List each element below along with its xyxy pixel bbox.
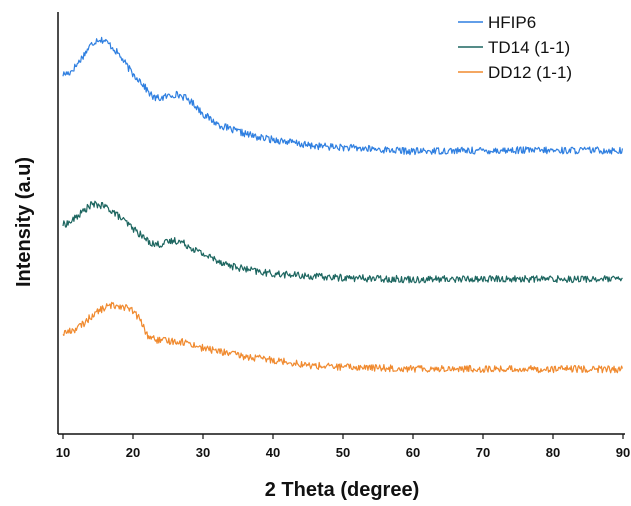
x-tick-label: 10 (56, 445, 70, 460)
legend-label: HFIP6 (488, 13, 536, 32)
legend: HFIP6 TD14 (1-1) DD12 (1-1) (458, 13, 572, 82)
plot-area (62, 36, 624, 374)
x-tick-label: 90 (616, 445, 630, 460)
legend-label: DD12 (1-1) (488, 63, 572, 82)
series-line-hfip6 (62, 36, 624, 156)
x-tick-label: 60 (406, 445, 420, 460)
x-tick-label: 20 (126, 445, 140, 460)
x-axis-ticks: 10 20 30 40 50 60 70 80 90 (56, 434, 630, 460)
legend-label: TD14 (1-1) (488, 38, 570, 57)
x-tick-label: 30 (196, 445, 210, 460)
series-line-dd12-1-1 (62, 301, 624, 374)
x-tick-label: 80 (546, 445, 560, 460)
x-tick-label: 50 (336, 445, 350, 460)
x-axis-title: 2 Theta (degree) (265, 479, 419, 501)
x-tick-label: 40 (266, 445, 280, 460)
series-line-td14-1-1 (62, 200, 623, 284)
y-axis-title: Intensity (a.u) (13, 157, 35, 287)
x-tick-label: 70 (476, 445, 490, 460)
